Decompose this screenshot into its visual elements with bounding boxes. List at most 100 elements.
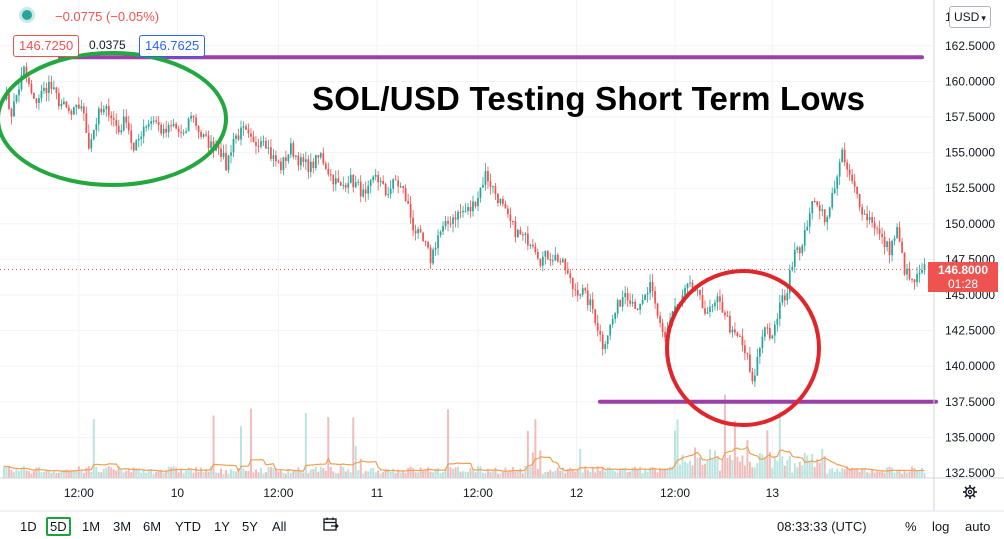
candle-body [377,174,380,183]
candle-body [145,126,148,128]
candle-body [524,233,527,236]
volume-bar [82,473,85,478]
auto-scale-toggle[interactable]: auto [965,519,991,534]
bid-price-box[interactable]: 146.7250 [13,35,80,57]
candle-body [661,323,664,333]
volume-bar [127,468,130,478]
currency-label: USD [954,10,980,24]
volume-bar [691,465,694,478]
candle-body [275,155,277,162]
volume-bar [806,455,809,478]
candle-body [48,81,50,94]
currency-selector[interactable]: USD ▾ [949,6,991,28]
volume-bar [27,471,30,478]
timeframe-5y[interactable]: 5Y [242,519,258,534]
candle-body [82,106,85,114]
candle-body [694,290,696,292]
candle-body [347,183,350,188]
volume-bar [297,467,300,478]
volume-bar [417,472,420,478]
candle-body [492,186,494,188]
volume-bar [586,470,589,478]
candle-body [871,217,873,223]
volume-bar [352,417,355,478]
candle-body [349,174,352,184]
candle-body [342,184,345,186]
ask-price-box[interactable]: 146.7625 [139,35,206,57]
candle-body [242,126,245,128]
timeframe-ytd[interactable]: YTD [175,519,201,534]
volume-bar [816,459,819,478]
volume-bar [294,470,297,478]
candle-body [569,273,572,279]
volume-bar [506,472,509,478]
volume-bar [539,450,542,478]
volume-bar [509,470,512,478]
candle-body [102,109,105,113]
volume-bar [813,466,816,478]
timeframe-6m[interactable]: 6M [143,519,162,534]
volume-bar [50,473,53,478]
volume-bar [836,468,839,478]
candle-body [808,213,811,227]
volume-bar [706,461,709,478]
volume-bar [284,473,287,478]
volume-bar [259,467,262,478]
time-tick-label: 12 [570,486,584,500]
candle-body [150,121,153,124]
candle-body [72,107,75,115]
percent-scale-toggle[interactable]: % [905,519,917,534]
volume-bar [801,465,804,478]
chart-grid [0,0,934,478]
candle-body [112,118,115,120]
calendar-range-icon[interactable] [322,517,340,533]
volume-bar [616,472,619,478]
candle-body [539,258,542,266]
timeframe-5d[interactable]: 5D [46,517,71,536]
volume-bar [170,467,173,478]
timeframe-all[interactable]: All [272,519,287,534]
chart-headline: SOL/USD Testing Short Term Lows [312,80,866,117]
volume-bar [674,430,677,478]
timeframe-3m[interactable]: 3M [113,519,132,534]
candle-body [232,138,235,153]
candle-body [793,249,796,267]
volume-bar [309,469,312,478]
candle-body [908,268,911,279]
candle-body [843,149,846,163]
candle-body [28,77,30,85]
volume-bar [649,467,652,478]
candle-body [354,182,357,188]
volume-bar [22,466,25,478]
volume-bar [466,471,469,478]
candle-body [202,134,205,137]
candle-body [913,279,916,283]
candle-body [798,247,801,254]
timeframe-1m[interactable]: 1M [82,519,101,534]
volume-bar [220,468,223,478]
candle-body [105,106,108,110]
volume-bar [137,468,140,478]
candle-body [270,147,272,159]
candle-body [848,169,851,175]
timeframe-1y[interactable]: 1Y [214,519,230,534]
candle-body [422,232,424,242]
candle-body [309,161,312,172]
candle-body [369,180,372,186]
candle-body [180,131,182,133]
volume-bar [641,473,644,478]
volume-bar [881,471,884,478]
volume-bar [853,468,856,478]
candle-body [225,152,227,171]
volume-bar [768,451,771,478]
candle-body [20,75,23,90]
volume-bar [367,471,370,478]
volume-bar [696,457,699,478]
gear-icon[interactable] [962,484,978,500]
log-scale-toggle[interactable]: log [932,519,950,534]
candle-body [205,134,207,136]
timeframe-1d[interactable]: 1D [20,519,37,534]
volume-bar [120,469,123,478]
utc-clock[interactable]: 08:33:33 (UTC) [777,519,867,534]
